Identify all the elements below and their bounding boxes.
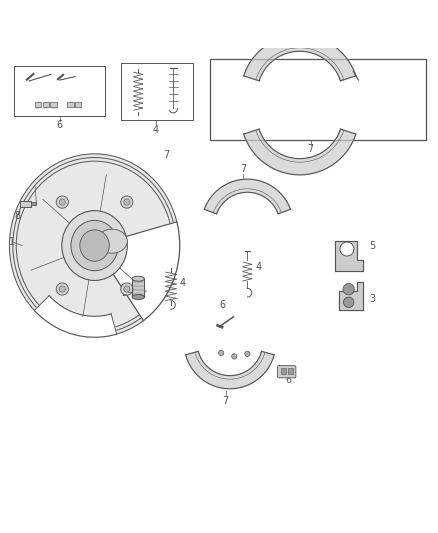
Polygon shape [244, 129, 356, 175]
Text: 6: 6 [219, 301, 225, 310]
Circle shape [56, 283, 68, 295]
Text: 8: 8 [14, 212, 20, 222]
Polygon shape [186, 351, 274, 389]
Text: 6: 6 [286, 375, 291, 385]
Text: 7: 7 [307, 144, 314, 155]
Text: 4: 4 [180, 278, 186, 288]
Ellipse shape [132, 276, 145, 281]
Text: 4: 4 [152, 125, 159, 135]
Text: 4: 4 [255, 262, 261, 271]
Circle shape [124, 199, 130, 205]
Text: 1: 1 [10, 238, 16, 247]
Ellipse shape [80, 230, 110, 261]
Ellipse shape [62, 211, 127, 280]
Circle shape [219, 350, 224, 356]
Polygon shape [10, 154, 180, 337]
Circle shape [340, 242, 354, 256]
Circle shape [245, 351, 250, 357]
Bar [210, 59, 426, 140]
Text: 6: 6 [57, 120, 63, 131]
FancyBboxPatch shape [278, 366, 296, 378]
Polygon shape [339, 282, 363, 310]
Text: 5: 5 [370, 241, 376, 252]
Ellipse shape [71, 220, 118, 271]
Circle shape [121, 196, 133, 208]
Circle shape [124, 286, 130, 292]
Circle shape [121, 283, 133, 295]
Polygon shape [95, 221, 181, 322]
Text: 7: 7 [163, 150, 170, 160]
Ellipse shape [97, 229, 127, 253]
Polygon shape [335, 241, 363, 271]
Circle shape [343, 297, 354, 308]
Bar [14, 66, 106, 116]
Text: 3: 3 [370, 294, 376, 304]
Bar [31, 202, 36, 205]
Text: 7: 7 [240, 164, 246, 174]
Circle shape [56, 196, 68, 208]
Ellipse shape [132, 295, 145, 300]
Text: 7: 7 [223, 396, 229, 406]
Bar [42, 102, 49, 107]
Circle shape [59, 286, 65, 292]
Polygon shape [204, 179, 290, 214]
Circle shape [343, 284, 354, 295]
Bar [282, 368, 286, 374]
Bar [121, 63, 193, 120]
Circle shape [232, 354, 237, 359]
Circle shape [59, 199, 65, 205]
Bar [50, 102, 57, 107]
Text: 2: 2 [121, 288, 127, 298]
Polygon shape [132, 279, 145, 297]
Bar [20, 200, 31, 207]
Polygon shape [244, 35, 356, 81]
Bar [67, 102, 74, 107]
Bar [35, 102, 41, 107]
Polygon shape [34, 296, 117, 337]
Bar [75, 102, 81, 107]
Bar [288, 368, 293, 374]
